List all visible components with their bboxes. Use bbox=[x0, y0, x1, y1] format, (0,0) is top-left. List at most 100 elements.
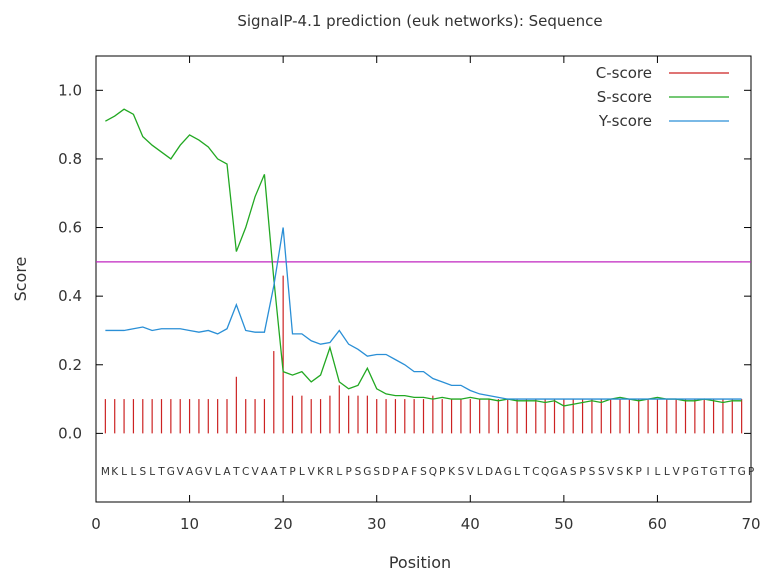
sequence-letter: A bbox=[261, 466, 269, 478]
sequence-letter: L bbox=[477, 466, 483, 478]
sequence-letter: L bbox=[336, 466, 342, 478]
sequence-letter: S bbox=[458, 466, 465, 478]
x-tick-label: 20 bbox=[274, 515, 293, 533]
sequence-letter: T bbox=[232, 466, 240, 478]
x-tick-label: 0 bbox=[91, 515, 101, 533]
sequence-letter: L bbox=[215, 466, 221, 478]
s-score-line bbox=[105, 108, 742, 407]
sequence-letter: R bbox=[326, 466, 333, 478]
sequence-letter: G bbox=[710, 466, 718, 478]
chart-title: SignalP-4.1 prediction (euk networks): S… bbox=[237, 12, 602, 30]
sequence-letter: P bbox=[289, 466, 295, 478]
sequence-letter: P bbox=[636, 466, 642, 478]
sequence-letter: S bbox=[570, 466, 577, 478]
sequence-letter: D bbox=[485, 466, 493, 478]
sequence-letter: T bbox=[522, 466, 530, 478]
y-score-layer bbox=[105, 227, 742, 400]
sequence-letter: V bbox=[205, 466, 213, 478]
sequence-letter: A bbox=[401, 466, 409, 478]
sequence-letter: C bbox=[242, 466, 249, 478]
sequence-letter: A bbox=[495, 466, 503, 478]
y-tick-label: 0.8 bbox=[58, 150, 82, 168]
sequence-letter: L bbox=[664, 466, 670, 478]
sequence-letter: S bbox=[598, 466, 605, 478]
sequence-letter: P bbox=[579, 466, 585, 478]
sequence-letter: I bbox=[647, 466, 650, 478]
sequence-letter: S bbox=[617, 466, 624, 478]
sequence-letter: L bbox=[654, 466, 660, 478]
sequence-letter: G bbox=[363, 466, 371, 478]
sequence-letter: P bbox=[345, 466, 351, 478]
sequence-letter: L bbox=[149, 466, 155, 478]
sequence-letter: V bbox=[251, 466, 259, 478]
sequence-letter: V bbox=[673, 466, 681, 478]
sequence-letter: L bbox=[514, 466, 520, 478]
sequence-letter: F bbox=[411, 466, 417, 478]
y-tick-label: 0.4 bbox=[58, 287, 82, 305]
legend: C-score S-score Y-score bbox=[596, 64, 729, 130]
sequence-letter: G bbox=[504, 466, 512, 478]
sequence-letter: P bbox=[392, 466, 398, 478]
sequence-letter: P bbox=[439, 466, 445, 478]
sequence-letter: K bbox=[626, 466, 634, 478]
sequence-letter: L bbox=[299, 466, 305, 478]
sequence-letter: D bbox=[382, 466, 390, 478]
sequence-letter: K bbox=[317, 466, 325, 478]
x-tick-label: 50 bbox=[554, 515, 573, 533]
y-tick-label: 0.6 bbox=[58, 219, 82, 237]
sequence-letter: K bbox=[448, 466, 456, 478]
x-axis-ticks: 0 10 20 30 40 50 60 70 bbox=[91, 56, 761, 533]
y-tick-label: 1.0 bbox=[58, 81, 82, 99]
sequence-letter: T bbox=[728, 466, 736, 478]
s-score-layer bbox=[105, 108, 742, 407]
sequence-letter: T bbox=[719, 466, 727, 478]
x-tick-label: 30 bbox=[367, 515, 386, 533]
y-tick-label: 0.2 bbox=[58, 356, 82, 374]
sequence-letter: A bbox=[223, 466, 231, 478]
sequence-letter: P bbox=[682, 466, 688, 478]
x-tick-label: 70 bbox=[741, 515, 760, 533]
sequence-letter: G bbox=[738, 466, 746, 478]
sequence-letter: K bbox=[111, 466, 119, 478]
sequence-letter: P bbox=[748, 466, 754, 478]
sequence-letter: T bbox=[279, 466, 287, 478]
x-tick-label: 40 bbox=[461, 515, 480, 533]
y-axis-ticks: 0.0 0.2 0.4 0.6 0.8 1.0 bbox=[58, 81, 751, 442]
sequence-letter: M bbox=[101, 466, 110, 478]
sequence-letter: C bbox=[532, 466, 539, 478]
x-axis-label: Position bbox=[389, 553, 451, 572]
sequence-letter: S bbox=[420, 466, 427, 478]
plot-frame bbox=[95, 55, 752, 503]
sequence-letter: A bbox=[186, 466, 194, 478]
sequence-letter: V bbox=[177, 466, 185, 478]
legend-label: S-score bbox=[597, 88, 652, 106]
sequence-letter: T bbox=[700, 466, 708, 478]
y-tick-label: 0.0 bbox=[58, 424, 82, 442]
x-tick-label: 10 bbox=[180, 515, 199, 533]
sequence-letter: S bbox=[373, 466, 380, 478]
sequence-letter: Q bbox=[541, 466, 549, 478]
sequence-letter: L bbox=[121, 466, 127, 478]
sequence-letter: G bbox=[550, 466, 558, 478]
sequence-letter: G bbox=[195, 466, 203, 478]
y-axis-label: Score bbox=[11, 257, 30, 302]
sequence-letter: V bbox=[308, 466, 316, 478]
legend-label: Y-score bbox=[598, 112, 652, 130]
y-score-line bbox=[105, 227, 742, 400]
sequence-letter: S bbox=[589, 466, 596, 478]
legend-label: C-score bbox=[596, 64, 652, 82]
x-tick-label: 60 bbox=[648, 515, 667, 533]
sequence-letter: V bbox=[607, 466, 615, 478]
sequence-letter: S bbox=[139, 466, 146, 478]
sequence-letter: V bbox=[467, 466, 475, 478]
sequence-letter: A bbox=[270, 466, 278, 478]
sequence-letter: G bbox=[691, 466, 699, 478]
sequence-letter: T bbox=[157, 466, 165, 478]
sequence-letter: L bbox=[130, 466, 136, 478]
sequence-letter: G bbox=[167, 466, 175, 478]
sequence-letter: A bbox=[560, 466, 568, 478]
sequence-letter: Q bbox=[429, 466, 437, 478]
